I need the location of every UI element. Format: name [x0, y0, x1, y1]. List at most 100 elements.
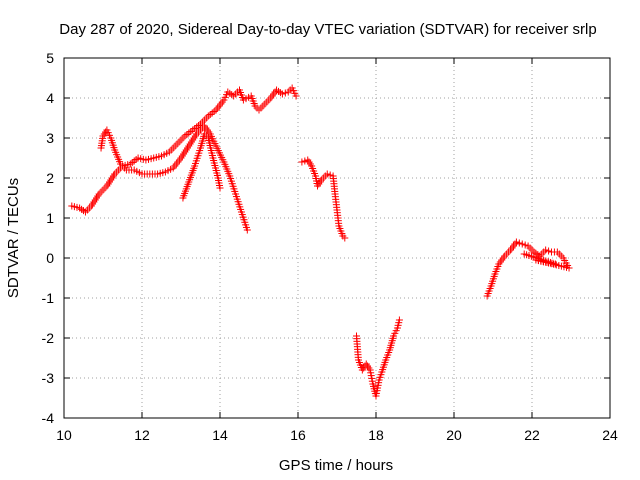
data-point [124, 161, 132, 169]
data-point [128, 166, 136, 174]
data-point [550, 248, 558, 256]
data-point [205, 128, 213, 136]
data-point [499, 254, 507, 262]
data-point [271, 88, 279, 96]
data-point [338, 230, 346, 237]
data-point [159, 169, 167, 177]
y-tick-label: -4 [42, 410, 55, 426]
data-point [94, 192, 102, 200]
data-point [281, 89, 289, 97]
data-point [335, 219, 343, 227]
data-point [515, 239, 523, 247]
data-point [518, 240, 526, 248]
data-point [511, 240, 519, 248]
data-point [216, 182, 224, 189]
data-point [210, 108, 218, 115]
data-point [331, 187, 339, 195]
data-point [528, 246, 536, 254]
data-point [321, 172, 329, 180]
data-point [377, 371, 385, 379]
y-tick-label: 3 [46, 130, 54, 146]
data-point [171, 142, 179, 150]
y-tick-label: -2 [42, 330, 55, 346]
data-point [218, 98, 226, 106]
data-point [259, 102, 267, 110]
data-point [354, 353, 362, 361]
data-point [231, 187, 239, 195]
chart-title: Day 287 of 2020, Sidereal Day-to-day VTE… [59, 21, 596, 38]
data-point [179, 134, 187, 142]
data-point [167, 165, 175, 173]
data-point [375, 379, 383, 387]
data-point [135, 169, 143, 177]
axis-ticks [63, 57, 611, 419]
x-tick-label: 16 [290, 427, 306, 443]
data-point [301, 157, 309, 165]
data-point [163, 149, 171, 157]
y-tick-label: -1 [42, 290, 55, 306]
data-point [291, 89, 299, 97]
data-point [368, 377, 376, 385]
data-point [110, 144, 118, 152]
data-point [225, 170, 233, 178]
data-point [521, 241, 529, 249]
data-point [245, 93, 253, 101]
data-point [523, 251, 531, 259]
data-point [116, 158, 124, 166]
data-point [557, 252, 565, 260]
data-point [99, 134, 107, 142]
data-point [381, 358, 389, 366]
data-point [106, 131, 113, 139]
y-tick-label: 2 [46, 170, 54, 186]
data-point [316, 178, 324, 186]
data-point [311, 170, 319, 177]
data-point [155, 153, 163, 161]
data-point [228, 91, 236, 99]
data-point [306, 160, 314, 168]
data-point [195, 122, 203, 129]
data-point [187, 128, 195, 135]
y-tick-label: 5 [46, 50, 54, 66]
data-point [211, 140, 219, 148]
data-point [132, 156, 140, 163]
data-point [238, 94, 246, 101]
data-point [109, 172, 117, 180]
data-point [545, 247, 553, 255]
data-point [219, 156, 227, 164]
data-point [191, 132, 199, 140]
data-point [147, 155, 155, 163]
y-axis-label: SDTVAR / TECUs [5, 178, 22, 298]
data-point [120, 164, 128, 172]
x-tick-label: 22 [524, 427, 540, 443]
data-point [208, 152, 216, 159]
data-point [286, 86, 294, 94]
x-tick-label: 20 [446, 427, 462, 443]
data-point [365, 364, 373, 372]
grid-lines [64, 58, 610, 418]
data-point [242, 223, 250, 231]
x-tick-label: 12 [134, 427, 150, 443]
data-point [202, 132, 210, 140]
y-tick-label: -3 [42, 370, 55, 386]
data-point [202, 114, 210, 122]
data-point [494, 263, 502, 270]
data-point [237, 205, 245, 213]
data-point [175, 156, 183, 164]
data-point [341, 234, 349, 242]
data-point [486, 285, 494, 292]
data-point [196, 147, 204, 155]
y-tick-label: 1 [46, 210, 54, 226]
data-point [395, 319, 403, 327]
data-point [80, 207, 87, 215]
data-points [68, 84, 573, 400]
data-point [326, 171, 334, 179]
data-point [505, 248, 513, 256]
data-point [389, 334, 397, 342]
data-point [540, 248, 548, 256]
data-point [385, 349, 393, 356]
data-point [265, 96, 273, 104]
data-point [73, 203, 81, 211]
data-point [250, 100, 258, 107]
data-point [101, 184, 109, 192]
